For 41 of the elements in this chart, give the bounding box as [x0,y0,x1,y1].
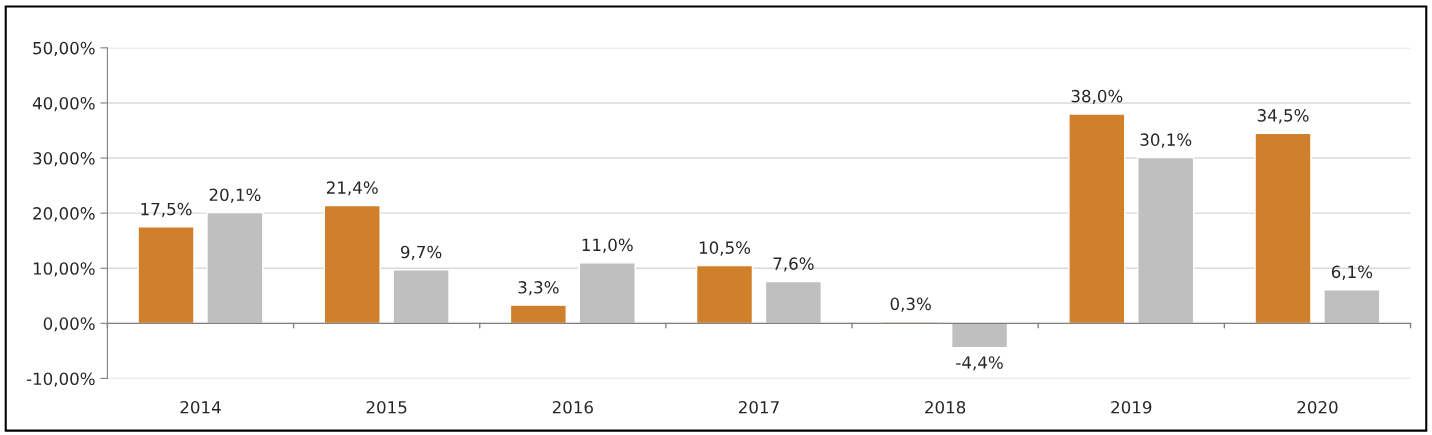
bar [392,269,450,325]
bar [1068,113,1126,325]
bar [1254,132,1312,325]
data-label: 21,4% [326,181,378,196]
x-tick-label: 2018 [925,400,966,414]
data-label: 30,1% [1140,133,1192,148]
bar [323,204,381,325]
y-tick-label: 40,00% [32,96,95,112]
bar [695,264,754,325]
bar [206,211,264,325]
y-tick-label: 30,00% [33,152,95,167]
data-label: 6,1% [1331,265,1373,280]
data-label: 20,1% [209,188,261,203]
x-tick-label: 2015 [366,400,407,414]
bar [137,226,195,325]
data-label: 7,6% [773,257,814,272]
bar [1323,289,1381,325]
data-label: 9,7% [400,245,442,261]
bar [509,304,567,325]
data-label: 3,3% [518,281,559,296]
x-tick-label: 2016 [552,400,593,414]
data-label: 0,3% [890,297,931,312]
y-tick-label: 0,00% [43,317,95,332]
x-tick-label: 2019 [1111,400,1152,414]
data-label: 10,5% [699,241,751,256]
data-label: 11,0% [582,238,633,253]
bar [950,322,1009,349]
data-label: 34,5% [1257,109,1309,124]
y-tick-label: 20,00% [33,207,95,222]
bar [578,262,636,325]
y-tick-label: 10,00% [33,262,95,277]
y-tick-label: -10,00% [26,372,95,387]
data-label: 38,0% [1071,89,1123,105]
bar [764,280,823,325]
data-label: -4,4% [956,356,1003,371]
data-label: 17,5% [141,202,192,218]
y-tick-label: 50,00% [33,41,95,57]
bar [1137,156,1195,325]
x-tick-label: 2020 [1297,400,1338,414]
x-tick-label: 2017 [738,400,779,414]
x-tick-label: 2014 [180,400,221,414]
